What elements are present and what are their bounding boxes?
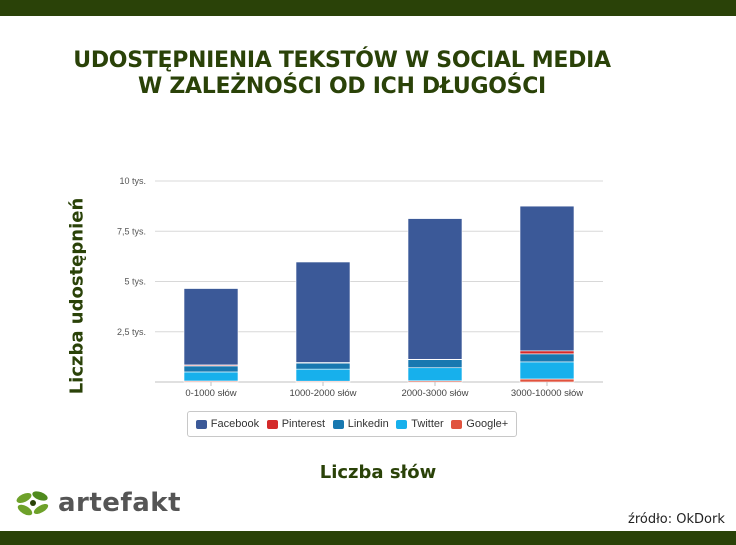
legend-swatch	[332, 419, 344, 429]
legend-item-pinterest[interactable]: Pinterest	[266, 418, 326, 430]
source-note: źródło: OkDork	[628, 512, 725, 527]
bar-facebook-2	[407, 218, 463, 360]
legend-swatch	[396, 419, 408, 429]
bar-twitter-1	[295, 368, 351, 382]
y-tick-label-2: 7,5 tys.	[117, 226, 146, 236]
legend-item-twitter[interactable]: Twitter	[396, 418, 444, 430]
legend-item-linkedin[interactable]: Linkedin	[332, 418, 389, 430]
top-banner	[0, 0, 736, 16]
y-tick-label-1: 5 tys.	[124, 277, 146, 287]
legend-item-google[interactable]: Google+	[451, 418, 508, 430]
bar-facebook-3	[519, 205, 575, 352]
x-tick-label-2: 2000-3000 słów	[401, 388, 468, 399]
legend-label: Google+	[466, 418, 509, 430]
legend-label: Linkedin	[347, 418, 389, 430]
y-axis-title: Liczba udostępnień	[66, 197, 88, 395]
x-tick-label-0: 0-1000 słów	[185, 388, 236, 399]
title-line-1: UDOSTĘPNIENIA TEKSTÓW W SOCIAL MEDIA	[73, 48, 611, 73]
legend-swatch	[451, 419, 463, 429]
title-line-2: W ZALEŻNOŚCI OD ICH DŁUGOŚCI	[138, 74, 546, 99]
x-tick-label-3: 3000-10000 słów	[511, 388, 583, 399]
chart-legend: Facebook Pinterest Linkedin Twitter Google+	[187, 411, 517, 437]
bar-pinterest-3	[519, 350, 575, 355]
y-tick-label-3: 10 tys.	[119, 176, 146, 186]
legend-swatch	[195, 419, 207, 429]
bar-linkedin-1	[295, 362, 351, 370]
legend-label: Twitter	[411, 418, 444, 430]
bar-twitter-0	[183, 371, 239, 382]
bottom-banner	[0, 531, 736, 545]
y-tick-label-0: 2,5 tys.	[117, 327, 146, 337]
bar-facebook-1	[295, 261, 351, 363]
logo-text: artefakt	[58, 488, 182, 518]
x-axis-title: Liczba słów	[319, 462, 437, 483]
legend-label: Facebook	[210, 418, 260, 430]
artefakt-logo: artefakt	[16, 488, 181, 518]
legend-label: Pinterest	[281, 418, 326, 430]
bar-twitter-3	[519, 361, 575, 380]
bar-linkedin-2	[407, 359, 463, 369]
bar-linkedin-3	[519, 353, 575, 363]
bar-linkedin-0	[183, 365, 239, 373]
x-tick-label-1: 1000-2000 słów	[289, 388, 356, 399]
bar-twitter-2	[407, 367, 463, 382]
legend-item-facebook[interactable]: Facebook	[195, 418, 260, 430]
bar-facebook-0	[183, 288, 239, 366]
bar-google-3	[519, 378, 575, 383]
page-title: UDOSTĘPNIENIA TEKSTÓW W SOCIAL MEDIA W Z…	[0, 48, 684, 100]
legend-swatch	[266, 419, 278, 429]
leaf-icon	[16, 491, 49, 516]
